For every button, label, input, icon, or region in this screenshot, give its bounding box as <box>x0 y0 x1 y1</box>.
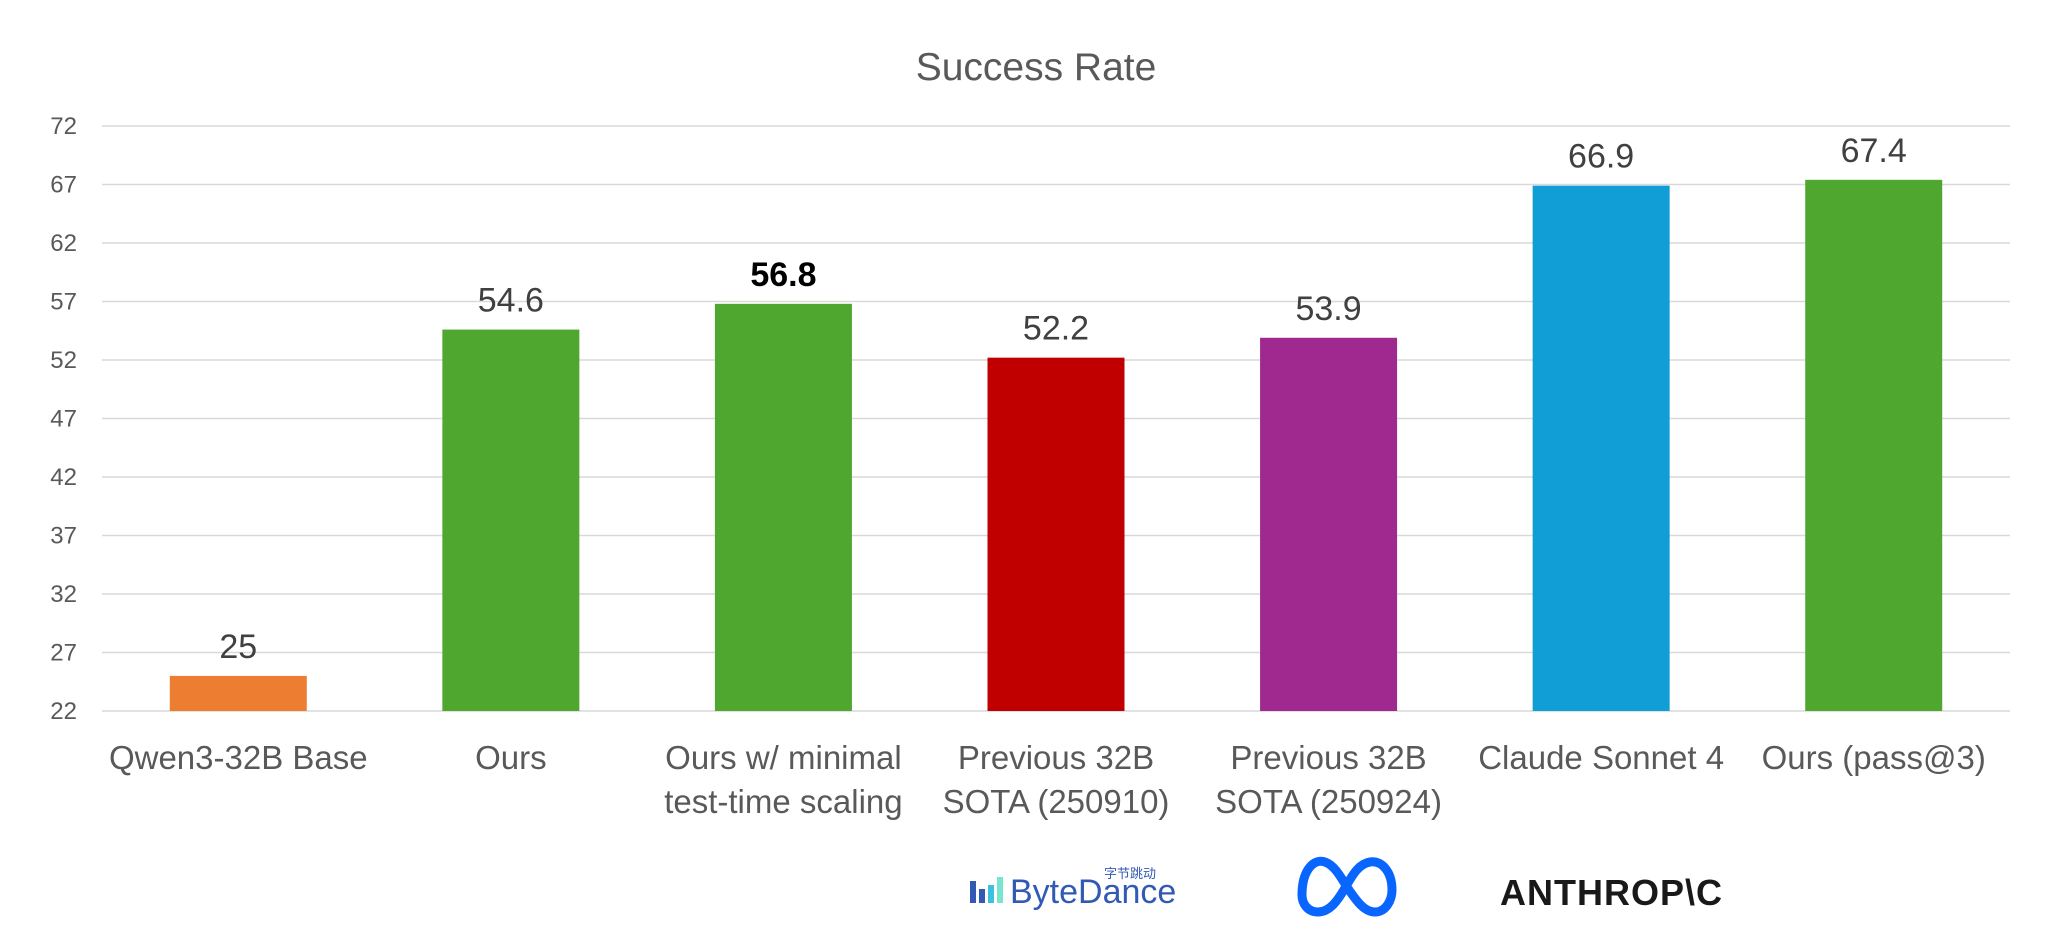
bytedance-bar-icon <box>997 877 1003 903</box>
x-category-label: Claude Sonnet 4 <box>1478 739 1724 776</box>
bar-value-label: 54.6 <box>478 282 544 320</box>
bar <box>1260 337 1398 711</box>
y-tick-label: 67 <box>50 172 77 199</box>
meta-logo <box>1297 856 1397 917</box>
bar <box>442 329 580 711</box>
x-category-label: Qwen3-32B Base <box>109 739 368 776</box>
value-labels: 25 54.6 56.8 52.2 53.9 66.9 67.4 <box>219 132 1906 666</box>
category-labels: Qwen3-32B Base Ours Ours w/ minimal test-ti… <box>109 739 1986 820</box>
x-category-label: SOTA (250924) <box>1215 783 1442 820</box>
y-axis-ticks: 22 27 32 37 42 47 52 57 62 67 72 <box>50 113 77 725</box>
bars <box>169 179 1943 712</box>
x-category-label: Previous 32B <box>1230 739 1426 776</box>
y-tick-label: 62 <box>50 230 77 257</box>
bar <box>987 357 1125 711</box>
bar-value-label: 52.2 <box>1023 310 1089 348</box>
bar-value-label: 25 <box>219 628 257 666</box>
bytedance-bar-icon <box>970 881 976 903</box>
x-category-label: Ours (pass@3) <box>1762 739 1986 776</box>
x-category-label: SOTA (250910) <box>943 783 1170 820</box>
bytedance-bar-icon <box>988 885 994 903</box>
y-tick-label: 27 <box>50 640 77 667</box>
bar-value-label: 53.9 <box>1295 290 1361 328</box>
bar <box>169 675 307 711</box>
bar-value-label: 66.9 <box>1568 138 1634 176</box>
x-category-label: Ours w/ minimal <box>665 739 902 776</box>
y-tick-label: 22 <box>50 698 77 725</box>
chart-title: Success Rate <box>916 46 1157 89</box>
x-category-label: Ours <box>475 739 547 776</box>
bar <box>1805 179 1943 711</box>
y-tick-label: 32 <box>50 581 77 608</box>
x-category-label: test-time scaling <box>664 783 902 820</box>
y-tick-label: 47 <box>50 406 77 433</box>
anthropic-logo: ANTHROP\C <box>1500 872 1723 913</box>
y-tick-label: 72 <box>50 113 77 140</box>
meta-infinity-icon <box>1297 856 1397 917</box>
y-tick-label: 57 <box>50 289 77 316</box>
x-category-label: Previous 32B <box>958 739 1154 776</box>
anthropic-logo-text: ANTHROP\C <box>1500 872 1723 913</box>
bytedance-logo-chinese: 字节跳动 <box>1104 866 1156 881</box>
bar <box>1532 185 1670 712</box>
bytedance-bar-icon <box>979 889 985 903</box>
bytedance-logo-text: ByteDance <box>1010 873 1176 911</box>
bytedance-logo: ByteDance 字节跳动 <box>970 866 1176 911</box>
bar-value-label: 67.4 <box>1841 132 1907 170</box>
y-tick-label: 37 <box>50 523 77 550</box>
bar <box>714 303 852 711</box>
y-tick-label: 52 <box>50 347 77 374</box>
y-tick-label: 42 <box>50 464 77 491</box>
bar-value-label: 56.8 <box>750 256 816 294</box>
